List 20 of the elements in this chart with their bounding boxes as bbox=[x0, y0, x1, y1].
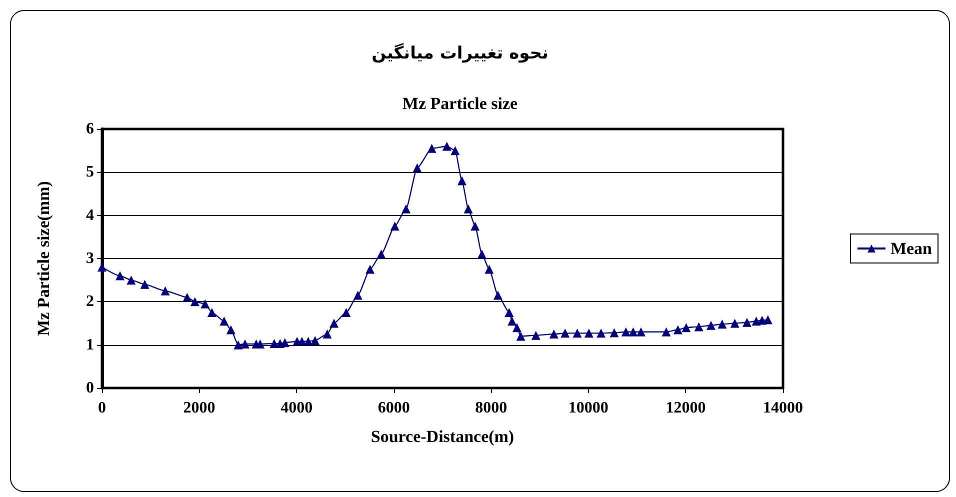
y-tick-label: 6 bbox=[86, 120, 94, 138]
x-tick-label: 14000 bbox=[763, 400, 803, 416]
y-tick-label: 5 bbox=[86, 164, 94, 181]
x-tick-label: 10000 bbox=[568, 400, 608, 416]
y-tick-label: 2 bbox=[86, 293, 94, 310]
y-tick-label: 3 bbox=[86, 250, 94, 267]
chart-title: نحوه تغییرات میانگین bbox=[372, 42, 548, 64]
x-tick-label: 12000 bbox=[666, 400, 706, 416]
y-tick-label: 1 bbox=[86, 336, 94, 354]
x-tick-label: 0 bbox=[98, 400, 106, 416]
x-tick-label: 4000 bbox=[280, 400, 313, 416]
y-tick-label: 4 bbox=[86, 206, 94, 224]
x-tick-label: 2000 bbox=[183, 400, 216, 416]
y-tick-label: 0 bbox=[86, 380, 94, 396]
legend-label: Mean bbox=[890, 239, 933, 258]
x-tick-label: 6000 bbox=[378, 400, 410, 416]
x-tick-label: 8000 bbox=[475, 400, 508, 416]
chart-subtitle: Mz Particle size bbox=[402, 94, 518, 113]
x-axis-title: Source-Distance(m) bbox=[370, 427, 514, 446]
y-axis-title: Mz Particle size(mm) bbox=[34, 181, 53, 336]
